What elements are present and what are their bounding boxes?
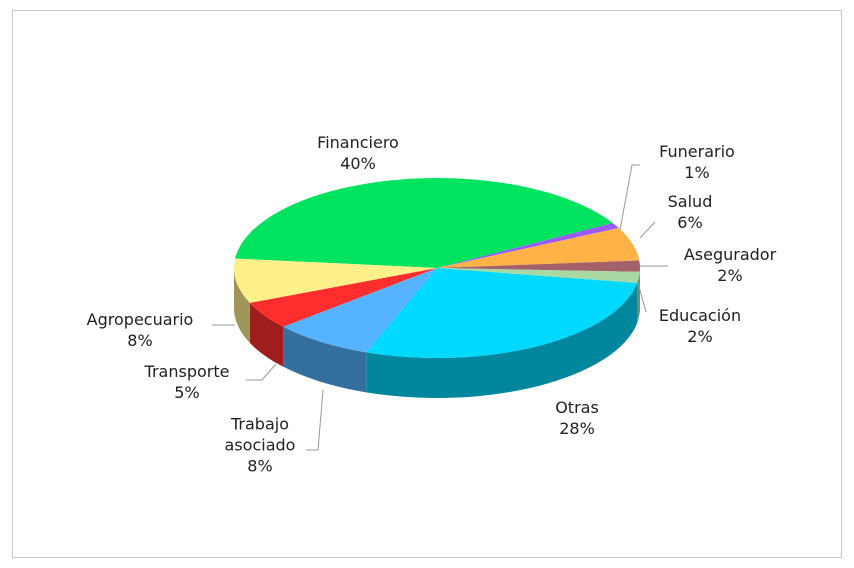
slice-value: 2% [717,266,743,285]
slice-label: Otras 28% [555,397,599,439]
leader-line [306,389,324,451]
slice-side [234,268,250,343]
leader-line [619,164,640,231]
slice [437,223,619,268]
slice-name: Salud [667,192,713,211]
slice [249,268,437,327]
slice-value: 5% [174,383,200,402]
slice-value: 40% [340,154,376,173]
slice-side [637,271,640,324]
slice-label: Asegurador 2% [684,244,776,286]
slice-label: Financiero 40% [317,132,399,174]
slice-side [366,283,638,398]
slice-label: Agropecuario 8% [87,309,194,351]
slice-label: Trabajo asociado 8% [215,414,305,477]
slice-value: 2% [687,327,713,346]
slice-side [249,302,284,367]
slice-label: Transporte 5% [145,361,230,403]
slice-label: Salud 6% [668,191,713,233]
slice-name: Otras [555,398,599,417]
slice-side [283,326,367,393]
slice [437,260,640,272]
slice-value: 28% [559,419,595,438]
slice [283,268,437,353]
slice [437,268,640,284]
slice-value: 8% [127,331,153,350]
slice-value: 1% [684,163,710,182]
slice-name: Trabajo asociado [224,414,296,455]
slice-label: Educación 2% [659,305,741,347]
leader-line [246,363,277,381]
slice-name: Asegurador [683,245,777,264]
slice [234,258,437,303]
chart-frame [12,10,842,558]
slice [437,227,640,268]
slice-name: Financiero [317,133,399,152]
slice-label: Funerario 1% [659,141,735,183]
slice-value: 6% [677,213,703,232]
slice [235,178,613,268]
slice-value: 8% [247,456,273,476]
slice [366,268,638,359]
slice-name: Transporte [144,362,230,381]
leader-line [639,221,656,239]
slice-name: Educación [658,306,742,325]
slice-name: Funerario [659,142,735,161]
slice-name: Agropecuario [86,310,194,329]
leader-line [637,282,647,313]
